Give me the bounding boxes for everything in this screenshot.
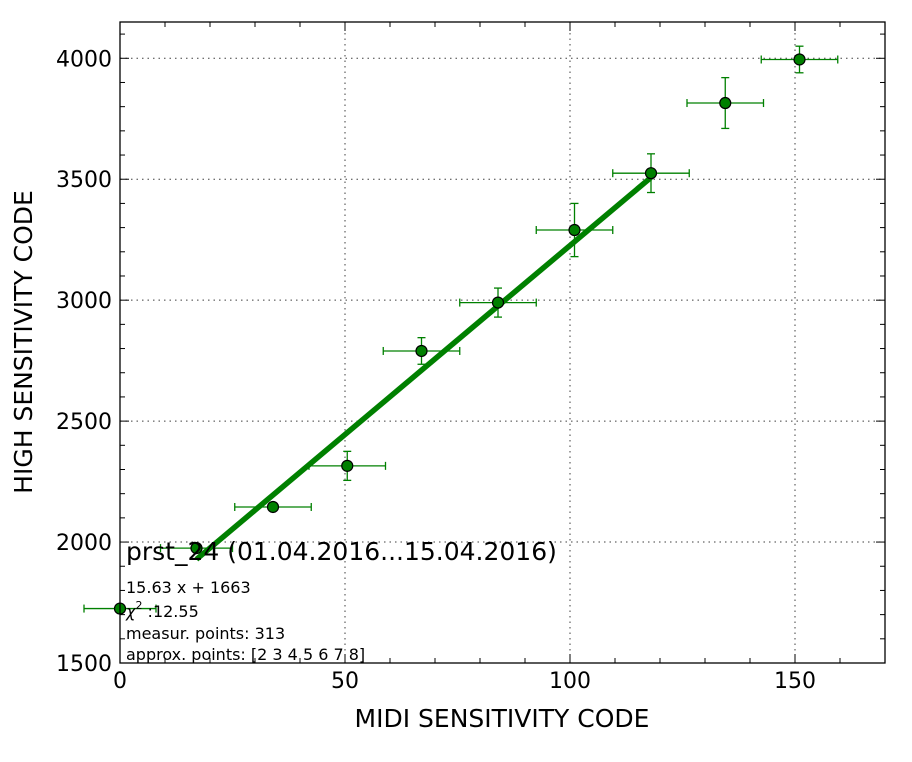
y-tick-label: 4000	[56, 47, 112, 72]
y-tick-label: 3000	[56, 289, 112, 314]
data-point	[568, 223, 581, 237]
x-axis-label: MIDI SENSITIVITY CODE	[355, 704, 650, 733]
x-tick-label: 150	[774, 669, 816, 694]
data-point	[415, 344, 428, 358]
x-tick-label: 100	[549, 669, 591, 694]
plot-background	[120, 22, 885, 663]
annotation-chi2: χ2 :12.55	[125, 599, 199, 621]
minor-ticks	[120, 22, 885, 663]
markers	[113, 53, 806, 615]
y-tick-label: 3500	[56, 168, 112, 193]
annotation-approx-points: approx. points: [2 3 4 5 6 7 8]	[126, 645, 365, 664]
x-tick-labels: 0 50 100 150	[113, 669, 816, 694]
fit-layer	[194, 175, 653, 562]
x-tick-label: 50	[331, 669, 359, 694]
data-point	[266, 500, 280, 514]
chi-value: :12.55	[142, 602, 198, 621]
y-axis-label: HIGH SENSITIVITY CODE	[9, 190, 38, 494]
chi-symbol: χ	[125, 602, 136, 621]
y-tick-label: 1500	[56, 652, 112, 677]
annotation-measur-points: measur. points: 313	[126, 624, 285, 643]
data-point	[341, 459, 354, 472]
y-tick-label: 2000	[56, 531, 112, 556]
chi-superscript: 2	[135, 599, 142, 612]
data-point	[491, 296, 505, 309]
y-tick-label: 2500	[56, 410, 112, 435]
data-point	[719, 96, 732, 110]
fit-line	[194, 175, 653, 562]
annotation-equation: 15.63 x + 1663	[126, 578, 251, 597]
data-point	[190, 542, 203, 555]
annotation-title: prst_24 (01.04.2016...15.04.2016)	[126, 537, 557, 566]
y-tick-labels: 1500 2000 2500 3000 3500 4000	[56, 47, 112, 677]
data-point	[644, 167, 658, 180]
grid	[120, 22, 885, 663]
x-tick-label: 0	[113, 669, 127, 694]
data-point	[793, 53, 806, 66]
plot-frame	[119, 21, 886, 664]
